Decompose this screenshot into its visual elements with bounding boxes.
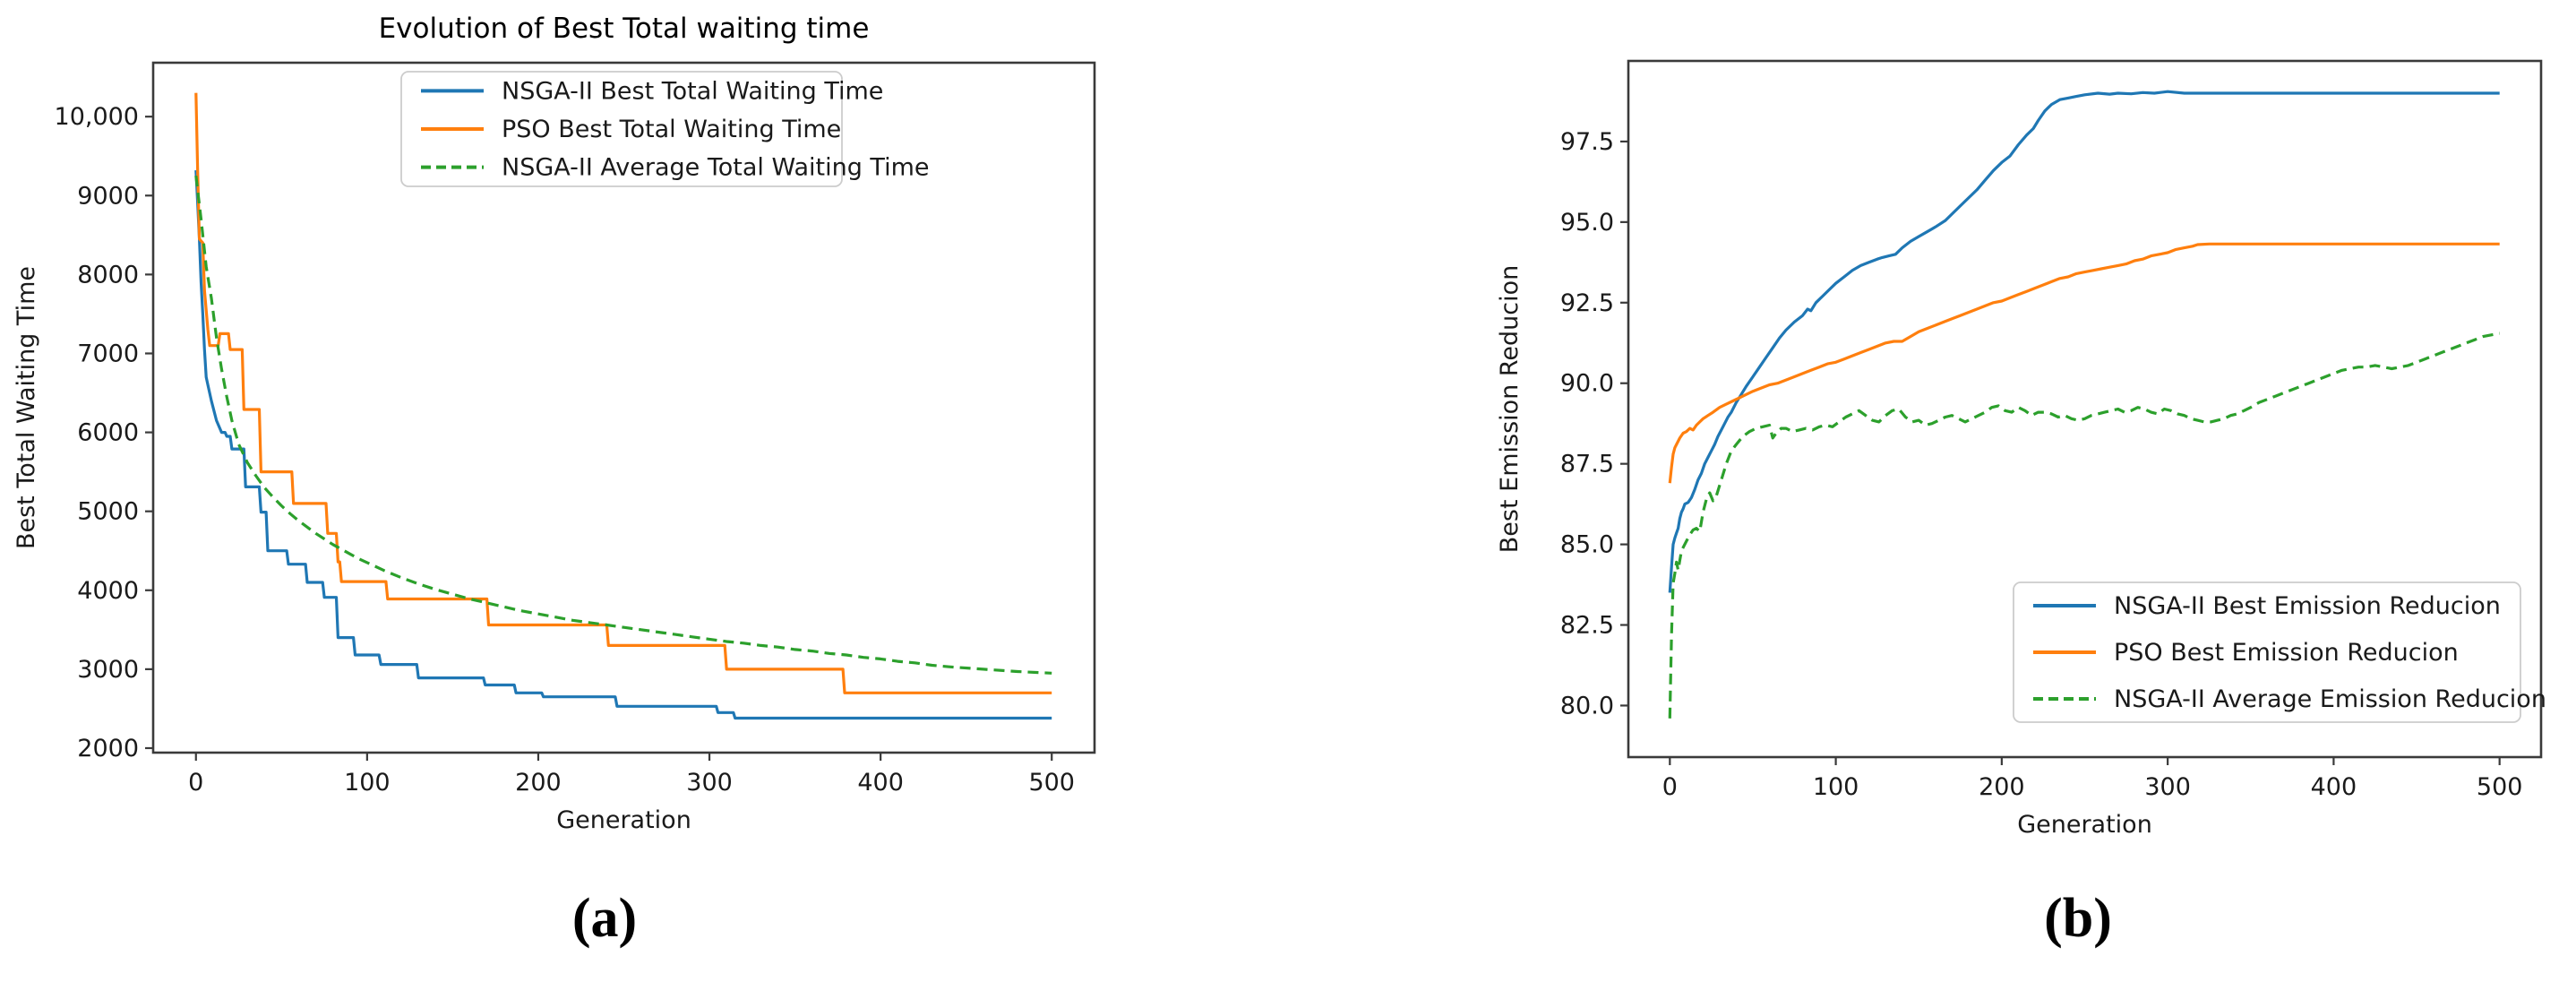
y-axis-label: Best Emission Reducion	[1496, 265, 1524, 553]
x-axis-label: Generation	[556, 806, 691, 834]
legend-label: NSGA-II Average Emission Reducion	[2114, 685, 2546, 713]
y-axis-label: Best Total Waiting Time	[13, 266, 40, 549]
y-tick-label: 9000	[77, 182, 139, 210]
legend-entry: NSGA-II Average Total Waiting Time	[421, 154, 930, 182]
x-axis-ticks: 0 100 200 300 400 500	[1662, 757, 2523, 801]
plot-spines	[151, 61, 1096, 754]
x-tick-label: 100	[1813, 773, 1859, 801]
chart-waiting-time: 0 100 200 300 400 500 2000 3000 4000 5000 6000 7000…	[13, 13, 1096, 834]
legend-entry: PSO Best Emission Reducion	[2033, 639, 2459, 667]
y-tick-label: 90.0	[1560, 370, 1614, 398]
x-tick-label: 200	[1979, 773, 2025, 801]
y-tick-label: 92.5	[1560, 289, 1614, 317]
x-tick-label: 400	[857, 769, 904, 797]
y-tick-label: 87.5	[1560, 451, 1614, 478]
x-axis-label: Generation	[2017, 811, 2152, 839]
plot-spines	[1627, 59, 2543, 759]
series-nsga-ii-best-total-waiting-time	[194, 170, 1052, 720]
legend-label: PSO Best Emission Reducion	[2114, 639, 2459, 667]
y-axis-ticks: 80.0 82.5 85.0 87.5 90.0 92.5 95.0 97.5	[1560, 128, 1628, 719]
legend: NSGA-II Best Total Waiting Time PSO Best …	[400, 71, 930, 187]
legend-label: NSGA-II Average Total Waiting Time	[502, 154, 930, 182]
x-tick-label: 500	[2477, 773, 2523, 801]
y-tick-label: 8000	[77, 261, 139, 289]
legend-label: NSGA-II Best Emission Reducion	[2114, 592, 2501, 620]
x-tick-label: 400	[2311, 773, 2357, 801]
y-tick-label: 82.5	[1560, 612, 1614, 640]
legend-entry: NSGA-II Best Emission Reducion	[2033, 592, 2501, 620]
y-tick-label: 7000	[77, 340, 139, 367]
series-pso-best-total-waiting-time	[194, 92, 1052, 694]
series-pso-best-emission-reducion	[1668, 242, 2500, 484]
y-tick-label: 85.0	[1560, 531, 1614, 559]
series-nsga-ii-average-emission-reducion	[1668, 332, 2501, 719]
x-axis-ticks: 0 100 200 300 400 500	[188, 753, 1075, 797]
chart-emission-reduction: 0 100 200 300 400 500 80.0 82.5 85.0 87.5 90.0 92.5…	[1496, 59, 2546, 839]
y-tick-label: 4000	[77, 577, 139, 605]
x-tick-label: 200	[515, 769, 562, 797]
legend-entry: PSO Best Total Waiting Time	[421, 116, 841, 143]
x-tick-label: 500	[1028, 769, 1075, 797]
series-nsga-ii-best-emission-reducion	[1668, 90, 2500, 593]
y-tick-label: 10,000	[55, 103, 139, 131]
y-tick-label: 95.0	[1560, 209, 1614, 237]
y-tick-label: 3000	[77, 656, 139, 684]
y-tick-label: 80.0	[1560, 692, 1614, 719]
x-tick-label: 0	[188, 769, 203, 797]
caption-a: (a)	[571, 888, 638, 949]
legend-entry: NSGA-II Best Total Waiting Time	[421, 77, 883, 105]
series-nsga-ii-average-total-waiting-time	[194, 176, 1052, 675]
x-tick-label: 300	[686, 769, 733, 797]
x-tick-label: 100	[344, 769, 391, 797]
legend-entry: NSGA-II Average Emission Reducion	[2033, 685, 2546, 713]
legend-box	[2013, 581, 2521, 723]
y-tick-label: 5000	[77, 498, 139, 526]
x-tick-label: 0	[1662, 773, 1678, 801]
y-axis-ticks: 2000 3000 4000 5000 6000 7000 8000 9000 10,000	[55, 103, 153, 762]
y-tick-label: 6000	[77, 419, 139, 447]
y-tick-label: 97.5	[1560, 128, 1614, 156]
x-tick-label: 300	[2144, 773, 2191, 801]
y-tick-label: 2000	[77, 735, 139, 762]
legend: NSGA-II Best Emission Reducion PSO Best E…	[2013, 581, 2546, 723]
legend-box	[400, 71, 843, 187]
caption-b: (b)	[2044, 888, 2112, 949]
legend-label: PSO Best Total Waiting Time	[502, 116, 841, 143]
legend-label: NSGA-II Best Total Waiting Time	[502, 77, 883, 105]
chart-title: Evolution of Best Total waiting time	[379, 13, 870, 45]
